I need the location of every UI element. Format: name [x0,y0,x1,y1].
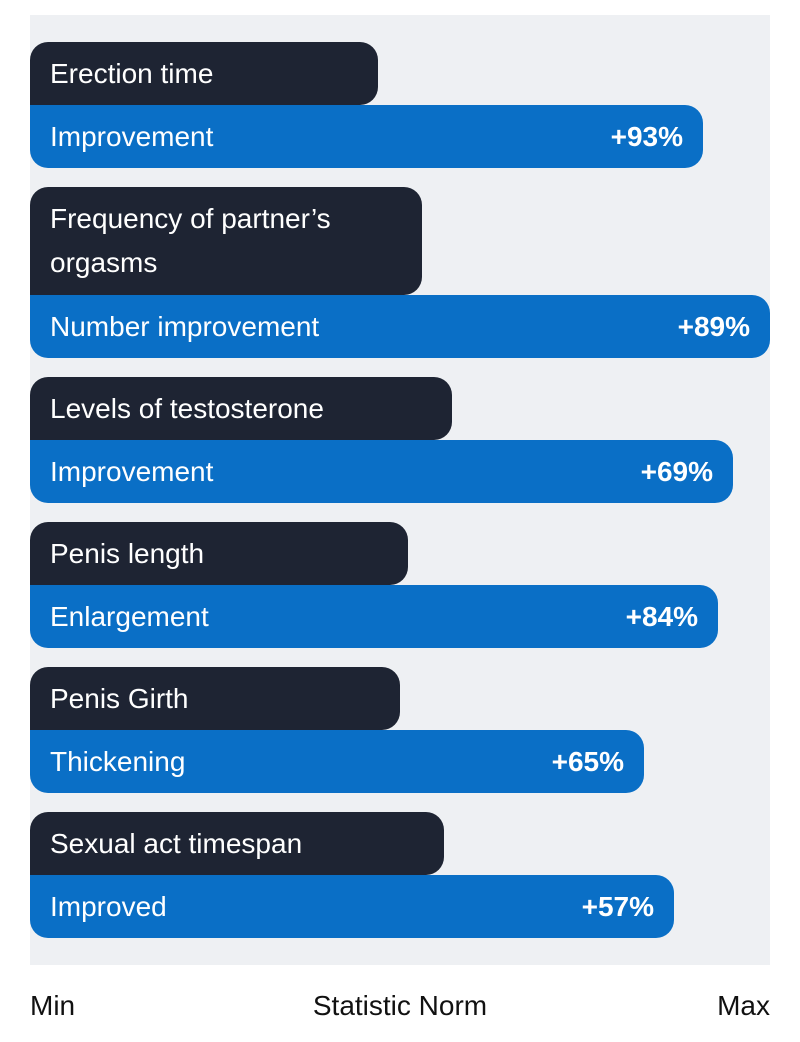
bar: Thickening +65% [30,730,644,793]
axis-center-label: Statistic Norm [312,990,488,1021]
bar: Enlargement +84% [30,585,718,648]
bar-value-label: +84% [625,600,698,632]
bar: Number improvement +89% [30,295,770,358]
bar-label: Enlargement [50,600,209,632]
bar-label: Number improvement [50,310,320,342]
bar-value-label: +89% [677,310,750,342]
bar-label: Improvement [50,455,214,487]
category-label: Levels of testosterone [30,377,452,440]
category-label: Penis length [30,522,408,585]
bar: Improvement +93% [30,105,703,168]
bar-value-label: +93% [610,120,683,152]
category-label: Erection time [30,42,378,105]
axis-min-label: Min [30,990,76,1021]
bar-label: Improvement [50,120,214,152]
bar-value-label: +65% [551,745,624,777]
bar: Improved +57% [30,875,674,938]
bar-label: Thickening [50,745,186,777]
axis-max-label: Max [717,990,770,1021]
bar-label: Improved [50,890,167,922]
category-label: Sexual act timespan [30,812,444,875]
category-label: Frequency of partner’s orgasms [30,187,422,295]
chart-area: Erection time Improvement +93% Frequency of… [30,15,770,965]
bar: Improvement +69% [30,440,733,503]
category-label: Penis Girth [30,667,400,730]
bar-value-label: +69% [640,455,713,487]
bar-value-label: +57% [581,890,654,922]
